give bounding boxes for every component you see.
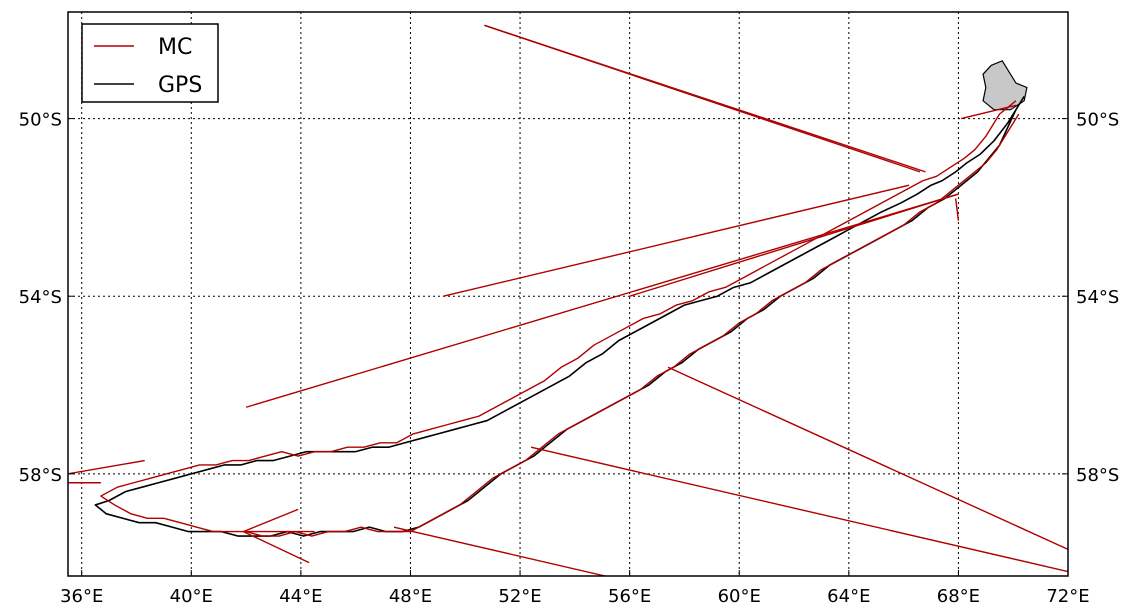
tick-label-lat-left-0: 50°S bbox=[19, 110, 62, 131]
landmass-island bbox=[982, 60, 1028, 111]
tick-label-lon-1: 40°E bbox=[170, 586, 213, 607]
tick-label-lon-9: 72°E bbox=[1046, 586, 1089, 607]
tick-label-lon-8: 68°E bbox=[937, 586, 980, 607]
series-segment-mc-3 bbox=[245, 193, 959, 408]
plot-area bbox=[68, 24, 1068, 576]
tick-label-lat-right-1: 54°S bbox=[1076, 287, 1119, 308]
tick-label-lon-2: 44°E bbox=[279, 586, 322, 607]
series-line-mc bbox=[100, 100, 1020, 537]
tick-label-lat-right-0: 50°S bbox=[1076, 110, 1119, 131]
series-line-gps bbox=[94, 95, 1025, 537]
tick-label-lon-4: 52°E bbox=[498, 586, 541, 607]
tick-label-lat-right-2: 58°S bbox=[1076, 465, 1119, 486]
series-segment-mc-4 bbox=[629, 193, 959, 297]
series-segment-mc-7 bbox=[393, 526, 606, 576]
series-segment-mc-13 bbox=[954, 198, 960, 221]
legend-box bbox=[81, 23, 219, 103]
axis-ticks bbox=[68, 118, 1069, 576]
series-segment-mc-10 bbox=[243, 530, 310, 564]
tick-label-lon-3: 48°E bbox=[389, 586, 432, 607]
tick-label-lon-6: 60°E bbox=[718, 586, 761, 607]
tick-label-lon-0: 36°E bbox=[60, 586, 103, 607]
legend: MC GPS bbox=[81, 23, 219, 103]
tick-label-lon-7: 64°E bbox=[827, 586, 870, 607]
series-segment-mc-8 bbox=[243, 508, 299, 533]
series-segment-mc-5 bbox=[667, 366, 1068, 550]
legend-label-gps: GPS bbox=[158, 73, 202, 98]
plot-frame bbox=[67, 11, 1069, 577]
series-segment-mc-11 bbox=[68, 459, 145, 475]
tick-label-lon-5: 56°E bbox=[608, 586, 651, 607]
series-segment-mc-6 bbox=[530, 446, 1068, 573]
series-segment-mc-2 bbox=[443, 184, 910, 297]
series-segment-mc-14 bbox=[960, 104, 1017, 120]
tick-label-lat-left-2: 58°S bbox=[19, 465, 62, 486]
tick-label-lat-left-1: 54°S bbox=[19, 287, 62, 308]
series-segment-mc-1 bbox=[484, 24, 921, 173]
legend-label-mc: MC bbox=[158, 35, 192, 60]
axis-tick-labels: 36°E 40°E 44°E 48°E 52°E 56°E 60°E 64°E 68°E 72°E… bbox=[19, 110, 1120, 607]
